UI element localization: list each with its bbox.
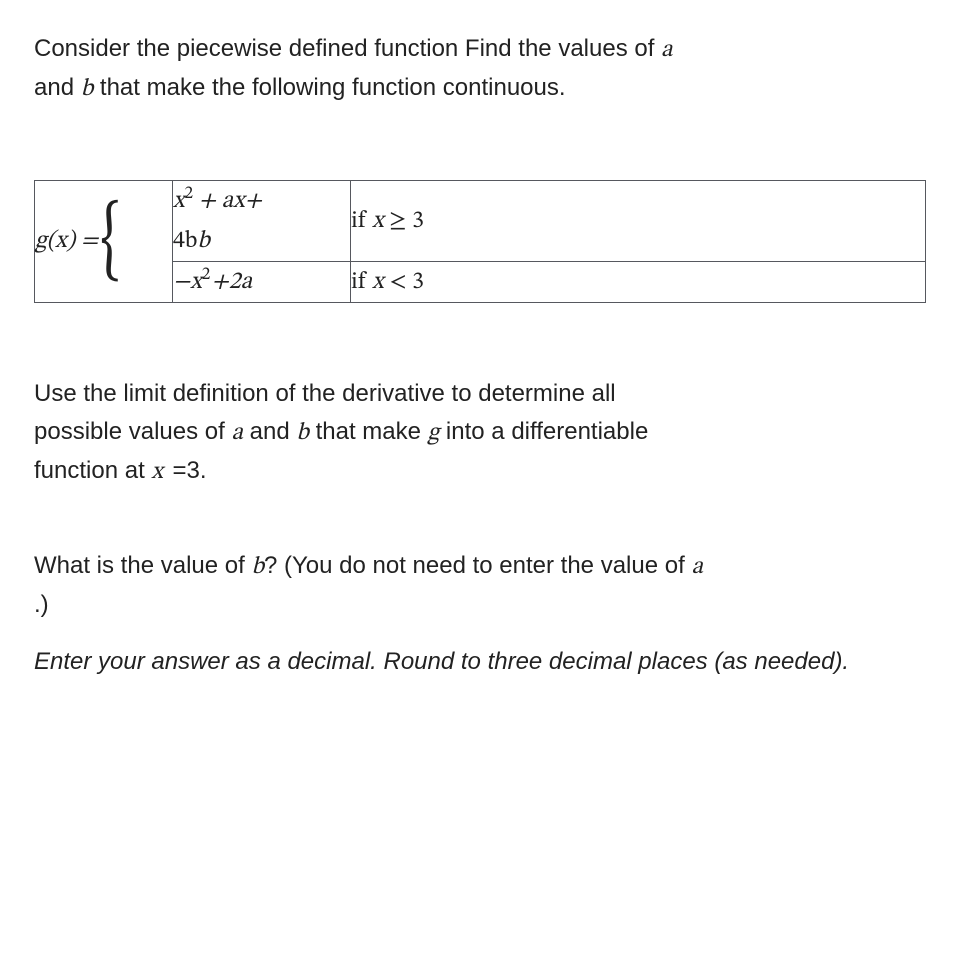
cond-if: if <box>351 209 372 233</box>
intro-text-3: that make the following function continu… <box>93 74 565 101</box>
mid-text: and <box>243 418 296 445</box>
mid-paragraph: Use the limit definition of the derivati… <box>34 375 926 491</box>
var-a: a <box>661 38 673 62</box>
mid-text: possible values of <box>34 418 231 445</box>
piece2-expr-cell: −x2+2a <box>173 262 351 303</box>
g-of-x: g(x) = <box>35 223 98 260</box>
mid-text: into a differentiable <box>439 418 648 445</box>
var-a: a <box>231 421 243 445</box>
mid-text: Use the limit definition of the derivati… <box>34 380 616 407</box>
q-text: ? (You do not need to enter the value of <box>264 552 691 579</box>
var-g: g <box>428 421 440 445</box>
var-x: x <box>151 460 163 484</box>
piece1-cond-cell: if x ≥ 3 <box>351 181 926 262</box>
mid-text: = <box>166 457 187 484</box>
expr-part: x <box>173 189 185 213</box>
var-a: a <box>691 555 703 579</box>
var-b: b <box>81 77 94 101</box>
expr-sup: 2 <box>202 267 211 284</box>
expr-sup: 2 <box>185 186 194 203</box>
instruction-text: Enter your answer as a decimal. Round to… <box>34 643 926 680</box>
cond-op: < 3 <box>384 270 424 294</box>
expr-part: −x <box>173 270 202 294</box>
q-text: What is the value of <box>34 552 251 579</box>
piecewise-table-wrap: g(x) = { x2 + ax+ 4bb if x ≥ 3 −x2+2a <box>34 180 926 303</box>
piece1-expr-cell: x2 + ax+ 4bb <box>173 181 351 262</box>
intro-text-2: and <box>34 74 81 101</box>
question-paragraph: What is the value of b? (You do not need… <box>34 547 926 623</box>
intro-paragraph: Consider the piecewise defined function … <box>34 30 926 108</box>
expr-part: +2a <box>212 270 253 294</box>
lhs-cell: g(x) = { <box>35 181 173 303</box>
var-b: b <box>296 421 309 445</box>
cond-if: if <box>351 270 372 294</box>
table-row: g(x) = { x2 + ax+ 4bb if x ≥ 3 <box>35 181 926 262</box>
brace-icon: { <box>100 204 120 279</box>
expr-part: b <box>197 229 210 253</box>
expr-part: + ax+ <box>193 189 262 213</box>
cond-var: x <box>372 270 384 294</box>
mid-text: that make <box>309 418 428 445</box>
piece2-cond-cell: if x < 3 <box>351 262 926 303</box>
q-text: .) <box>34 591 49 618</box>
expr-part: 4b <box>173 229 197 253</box>
var-b: b <box>251 555 264 579</box>
cond-var: x <box>372 209 384 233</box>
intro-text-1: Consider the piecewise defined function … <box>34 35 661 62</box>
cond-op: ≥ 3 <box>384 209 424 233</box>
piecewise-table: g(x) = { x2 + ax+ 4bb if x ≥ 3 −x2+2a <box>34 180 926 303</box>
mid-text: 3. <box>186 457 206 484</box>
mid-text: function at <box>34 457 151 484</box>
